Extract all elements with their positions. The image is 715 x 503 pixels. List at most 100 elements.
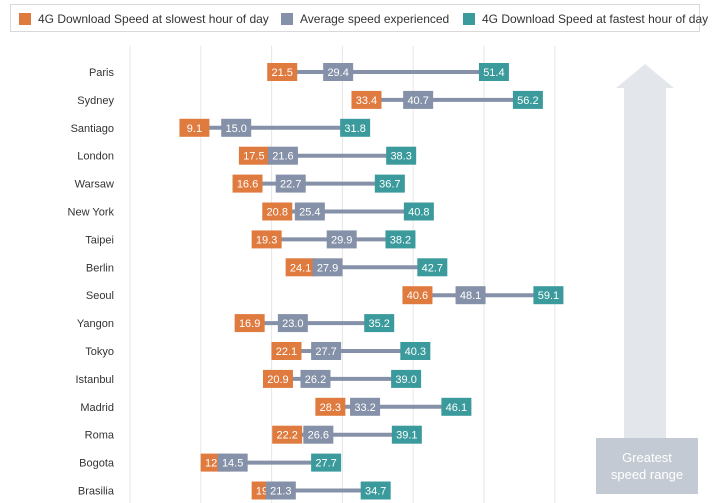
chart-row: Tokyo 22.1 27.7 40.3 [85, 342, 431, 360]
value-label-average: 27.7 [315, 346, 336, 358]
value-marker-average [275, 174, 306, 193]
value-label-average: 15.0 [225, 123, 246, 135]
value-label-slowest: 16.9 [239, 318, 260, 330]
value-label-average: 25.4 [299, 207, 320, 219]
value-marker-fastest [403, 202, 434, 221]
city-label: Seoul [86, 290, 114, 302]
value-marker-fastest [441, 397, 472, 416]
chart-row: Taipei 19.3 29.9 38.2 [85, 230, 416, 249]
value-label-fastest: 40.3 [405, 346, 426, 358]
value-marker-slowest [262, 369, 293, 388]
value-marker-fastest [360, 481, 391, 500]
value-label-average: 22.7 [280, 179, 301, 191]
legend-label-average: Average speed experienced [300, 12, 450, 26]
value-label-average: 48.1 [460, 290, 481, 302]
legend-item-fastest: 4G Download Speed at fastest hour of day [463, 11, 708, 27]
chart-row: Sydney 33.4 40.7 56.2 [77, 90, 543, 109]
value-label-slowest: 33.4 [356, 95, 377, 107]
city-label: Taipei [85, 234, 114, 246]
city-label: Madrid [80, 402, 114, 414]
legend-item-average: Average speed experienced [281, 11, 449, 27]
legend-label-slowest: 4G Download Speed at slowest hour of day [38, 12, 269, 26]
city-label: Santiago [71, 123, 114, 135]
value-label-fastest: 59.1 [538, 290, 559, 302]
value-label-slowest: 21.5 [272, 67, 293, 79]
legend: 4G Download Speed at slowest hour of day… [10, 4, 708, 32]
value-marker-fastest [391, 425, 422, 444]
city-label: Brasilia [78, 486, 115, 498]
value-marker-fastest [386, 146, 417, 165]
value-label-fastest: 42.7 [422, 262, 443, 274]
value-marker-slowest [267, 63, 298, 81]
legend-swatch-average [281, 13, 293, 25]
city-label: Tokyo [85, 346, 114, 358]
value-label-fastest: 46.1 [446, 402, 467, 414]
value-marker-fastest [400, 342, 431, 360]
value-marker-average [267, 146, 298, 165]
value-marker-fastest [533, 286, 564, 305]
value-label-fastest: 34.7 [365, 486, 386, 498]
value-marker-fastest [364, 314, 395, 333]
value-label-slowest: 22.2 [276, 430, 297, 442]
city-label: Paris [89, 67, 115, 79]
city-label: London [77, 151, 114, 163]
legend-label-fastest: 4G Download Speed at fastest hour of day [482, 12, 709, 26]
value-label-average: 27.9 [317, 262, 338, 274]
city-label: New York [68, 207, 115, 219]
value-label-slowest: 40.6 [407, 290, 428, 302]
value-label-slowest: 22.1 [276, 346, 297, 358]
city-label: Roma [85, 430, 115, 442]
value-marker-average [294, 202, 325, 221]
value-label-fastest: 51.4 [483, 67, 504, 79]
value-label-fastest: 39.1 [396, 430, 417, 442]
value-marker-average [350, 397, 381, 416]
value-label-average: 23.0 [282, 318, 303, 330]
chart-row: Santiago 9.1 15.0 31.8 [71, 118, 371, 137]
value-label-slowest: 9.1 [187, 123, 202, 135]
chart-row: Berlin 24.1 27.9 42.7 [86, 258, 448, 277]
value-label-average: 21.6 [272, 151, 293, 163]
chart-row: Roma 22.2 26.6 39.1 [85, 425, 422, 444]
value-marker-slowest [251, 230, 282, 249]
legend-swatch-fastest [463, 13, 475, 25]
value-marker-fastest [417, 258, 448, 277]
value-label-slowest: 20.9 [267, 374, 288, 386]
value-label-slowest: 16.6 [237, 179, 258, 191]
legend-item-slowest: 4G Download Speed at slowest hour of day [19, 11, 269, 27]
value-label-fastest: 27.7 [315, 458, 336, 470]
value-marker-fastest [391, 369, 422, 388]
value-marker-slowest [402, 286, 433, 305]
legend-swatch-slowest [19, 13, 31, 25]
chart-row: Paris 21.5 29.4 51.4 [89, 63, 509, 81]
greatest-range-arrow [596, 64, 698, 494]
value-label-fastest: 36.7 [379, 179, 400, 191]
value-marker-average [323, 63, 354, 81]
value-marker-average [311, 342, 342, 360]
value-marker-slowest [271, 342, 302, 360]
value-marker-fastest [340, 118, 371, 137]
value-label-fastest: 56.2 [517, 95, 538, 107]
value-label-fastest: 39.0 [395, 374, 416, 386]
value-label-average: 26.6 [308, 430, 329, 442]
greatest-speed-range-label: Greatest speed range [596, 438, 698, 494]
value-label-fastest: 40.8 [408, 207, 429, 219]
value-marker-average [303, 425, 334, 444]
value-marker-average [300, 369, 331, 388]
value-label-fastest: 31.8 [344, 123, 365, 135]
chart-row: New York 20.8 25.4 40.8 [68, 202, 434, 221]
value-marker-slowest [234, 314, 265, 333]
value-label-slowest: 20.8 [267, 207, 288, 219]
city-label: Yangon [77, 318, 114, 330]
value-label-average: 21.3 [270, 486, 291, 498]
city-label: Sydney [77, 95, 114, 107]
chart-row: London 17.5 21.6 38.3 [77, 146, 417, 165]
value-marker-average [217, 453, 248, 472]
value-marker-average [277, 314, 308, 333]
value-label-slowest: 19.3 [256, 234, 277, 246]
value-marker-average [326, 230, 357, 249]
value-label-average: 40.7 [407, 95, 428, 107]
value-marker-slowest [238, 146, 269, 165]
value-label-fastest: 38.2 [390, 234, 411, 246]
value-label-average: 14.5 [222, 458, 243, 470]
city-label: Berlin [86, 262, 114, 274]
